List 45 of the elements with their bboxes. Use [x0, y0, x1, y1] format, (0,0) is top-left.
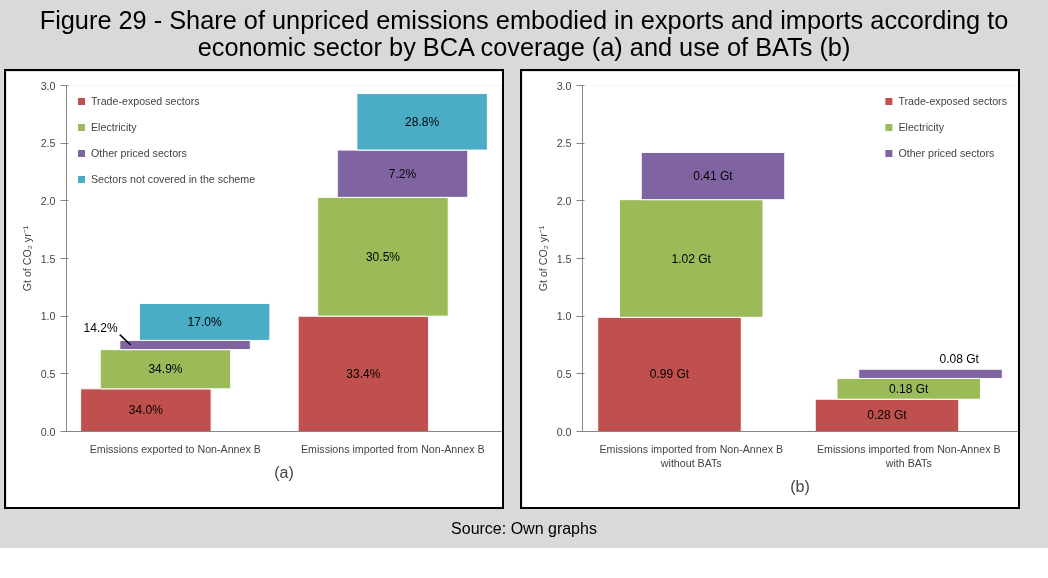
annotation: 7.2% [388, 166, 417, 181]
y-tick-label: 0.5 [40, 368, 56, 381]
annotation: 30.5% [365, 249, 401, 264]
legend-label: Sectors not covered in the scheme [91, 173, 256, 186]
legend-label: Trade-exposed sectors [898, 95, 1007, 108]
y-tick-label: 3.0 [556, 79, 572, 92]
x-tick-label: Emissions imported from Non-Annex B without BATs [599, 442, 784, 470]
x-tick-label: Emissions imported from Non-Annex B [300, 442, 485, 455]
legend-label: Other priced sectors [91, 147, 187, 160]
data-label: 0.99 Gt [649, 367, 690, 382]
y-tick-label: 3.0 [40, 79, 56, 92]
x-tick-label: Emissions exported to Non-Annex B [89, 442, 261, 455]
data-label: 1.02 Gt [671, 251, 712, 266]
y-tick-label: 2.5 [556, 137, 572, 150]
annotation: 28.8% [405, 115, 440, 130]
y-tick-label: 1.5 [556, 252, 572, 265]
y-tick-label: 2.0 [556, 195, 572, 208]
y-axis-title: Gt of CO₂ yr⁻¹ [20, 225, 33, 292]
legend-label: Electricity [91, 121, 137, 134]
annotation: 34.9% [148, 362, 183, 377]
chart-title: Figure 29 - Share of unpriced emissions embodied in exports and imports according to economic sector by BCA coverage (a) and use of BATs (b) [38, 6, 1010, 61]
x-axis-title: (b) [790, 478, 810, 496]
y-tick-label: 0.0 [40, 425, 56, 438]
data-label: 0.18 Gt [889, 382, 930, 397]
x-axis-title: (a) [274, 463, 294, 481]
y-tick-label: 1.5 [40, 252, 56, 265]
y-tick-label: 2.0 [40, 195, 56, 208]
annotation: 17.0% [187, 315, 222, 330]
data-label: 0.41 Gt [693, 169, 734, 184]
y-axis-title: Gt of CO₂ yr⁻¹ [536, 225, 549, 292]
legend-label: Other priced sectors [898, 147, 995, 160]
annotation: 14.2% [83, 320, 118, 335]
y-tick-label: 0.0 [556, 425, 572, 438]
annotation: 33.4% [346, 367, 381, 382]
annotation: 34.0% [128, 403, 164, 418]
source-note: Source: Own graphs [451, 519, 597, 540]
y-tick-label: 1.0 [556, 310, 572, 323]
x-tick-label: Emissions imported from Non-Annex B with BATs [816, 442, 1001, 470]
data-label: 0.28 Gt [867, 408, 908, 423]
legend-label: Trade-exposed sectors [91, 95, 200, 108]
y-tick-label: 1.0 [40, 310, 56, 323]
legend-label: Electricity [898, 121, 944, 134]
y-tick-label: 0.5 [556, 368, 572, 381]
data-label: 0.08 Gt [939, 351, 980, 366]
y-tick-label: 2.5 [40, 137, 56, 150]
